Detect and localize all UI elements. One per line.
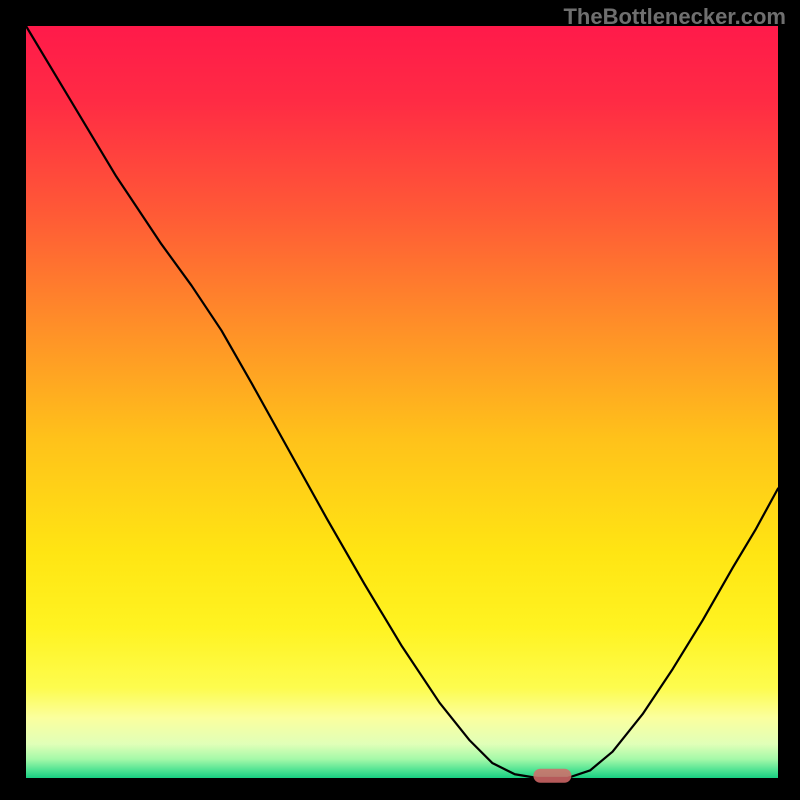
chart-background-gradient bbox=[26, 26, 778, 778]
optimal-marker bbox=[533, 769, 571, 783]
watermark-text: TheBottlenecker.com bbox=[563, 4, 786, 30]
bottleneck-chart bbox=[0, 0, 800, 800]
chart-container: TheBottlenecker.com bbox=[0, 0, 800, 800]
